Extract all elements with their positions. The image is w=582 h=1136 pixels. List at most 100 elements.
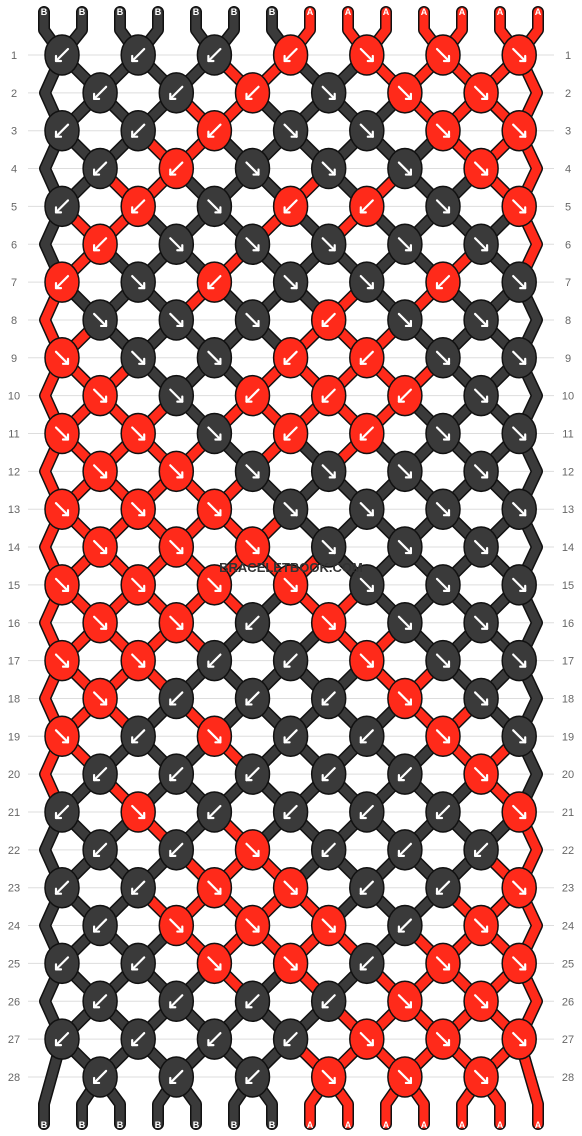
row-label-left: 23: [8, 883, 20, 895]
arrow-icon: [283, 47, 298, 63]
knot: [425, 715, 461, 758]
knot: [501, 412, 537, 455]
arrow-head-icon: [321, 774, 329, 782]
arrow-icon: [359, 880, 374, 895]
arrow-head-icon: [519, 433, 527, 441]
arrow-icon: [397, 615, 412, 630]
arrow-head-icon: [519, 584, 527, 593]
knot: [349, 564, 385, 606]
knot: [196, 791, 233, 833]
row-label-left: 19: [8, 731, 20, 743]
arrow-icon: [283, 199, 298, 214]
arrow-head-icon: [252, 471, 260, 479]
knot: [44, 791, 80, 833]
knot: [82, 72, 118, 114]
arrow-head-icon: [366, 54, 374, 63]
knot: [234, 72, 271, 114]
arrow-icon: [283, 729, 298, 744]
knot: [463, 374, 499, 417]
knot: [387, 147, 423, 190]
arrow-icon: [283, 880, 298, 895]
arrow-icon: [321, 85, 336, 100]
arrow-icon: [397, 539, 412, 555]
knot: [463, 147, 499, 190]
arrow-head-icon: [207, 282, 215, 290]
knot: [387, 980, 423, 1022]
arrow-head-icon: [328, 92, 336, 100]
knot: [349, 942, 385, 985]
row-label-left: 1: [11, 50, 17, 62]
row-label-right: 1: [565, 50, 571, 62]
row-label-right: 14: [562, 542, 574, 554]
knot: [272, 34, 309, 76]
arrow-icon: [397, 994, 412, 1009]
knot: [310, 980, 347, 1022]
arrow-icon: [283, 577, 298, 593]
arrow-icon: [54, 123, 70, 138]
arrow-head-icon: [99, 319, 108, 328]
arrow-icon: [359, 47, 374, 63]
arrow-icon: [512, 956, 527, 971]
arrow-icon: [359, 956, 374, 971]
arrow-icon: [283, 653, 298, 668]
knot: [82, 904, 118, 947]
arrow-head-icon: [54, 1038, 63, 1047]
row-label-right: 28: [562, 1072, 574, 1084]
knot: [234, 602, 271, 644]
arrow-icon: [512, 577, 527, 593]
arrow-icon: [131, 426, 146, 441]
arrow-head-icon: [481, 1076, 489, 1085]
knot: [82, 374, 118, 417]
arrow-head-icon: [54, 887, 63, 895]
arrow-icon: [359, 653, 374, 668]
row-label-right: 7: [565, 277, 571, 289]
knot: [349, 1018, 385, 1060]
arrow-icon: [207, 729, 222, 744]
arrow-icon: [474, 388, 489, 403]
arrow-head-icon: [245, 774, 253, 782]
knot: [158, 147, 195, 190]
arrow-icon: [207, 1031, 222, 1047]
knot: [425, 488, 461, 530]
arrow-icon: [207, 577, 222, 593]
knot: [120, 34, 156, 76]
knot: [349, 109, 385, 152]
arrow-head-icon: [435, 887, 444, 895]
arrow-head-icon: [290, 282, 298, 290]
row-label-left: 27: [8, 1034, 20, 1046]
arrow-icon: [54, 729, 70, 744]
arrow-head-icon: [359, 736, 367, 744]
row-label-right: 18: [562, 693, 574, 705]
knot: [463, 904, 499, 947]
knot: [272, 488, 309, 530]
arrow-head-icon: [442, 963, 451, 971]
arrow-icon: [512, 47, 527, 63]
arrow-icon: [54, 577, 70, 593]
knot: [82, 450, 118, 493]
arrow-icon: [359, 275, 374, 290]
arrow-head-icon: [54, 54, 63, 63]
knot: [158, 72, 195, 114]
knot: [158, 1056, 195, 1098]
arrow-head-icon: [481, 546, 489, 555]
arrow-head-icon: [321, 698, 329, 706]
arrow-head-icon: [283, 811, 291, 820]
knot: [234, 904, 271, 947]
knot: [425, 942, 461, 985]
row-label-right: 13: [562, 504, 574, 516]
arrow-head-icon: [131, 54, 139, 63]
knot: [425, 109, 461, 152]
arrow-head-icon: [404, 244, 412, 252]
arrow-icon: [92, 85, 108, 100]
arrow-head-icon: [519, 887, 527, 895]
arrow-head-icon: [442, 736, 451, 744]
arrow-head-icon: [138, 811, 146, 820]
knot: [272, 185, 309, 228]
arrow-head-icon: [245, 92, 253, 100]
knot: [463, 72, 499, 114]
arrow-head-icon: [169, 849, 177, 857]
row-label-right: 6: [565, 239, 571, 251]
arrow-icon: [435, 426, 451, 441]
arrow-icon: [207, 199, 222, 214]
knot: [463, 526, 499, 568]
